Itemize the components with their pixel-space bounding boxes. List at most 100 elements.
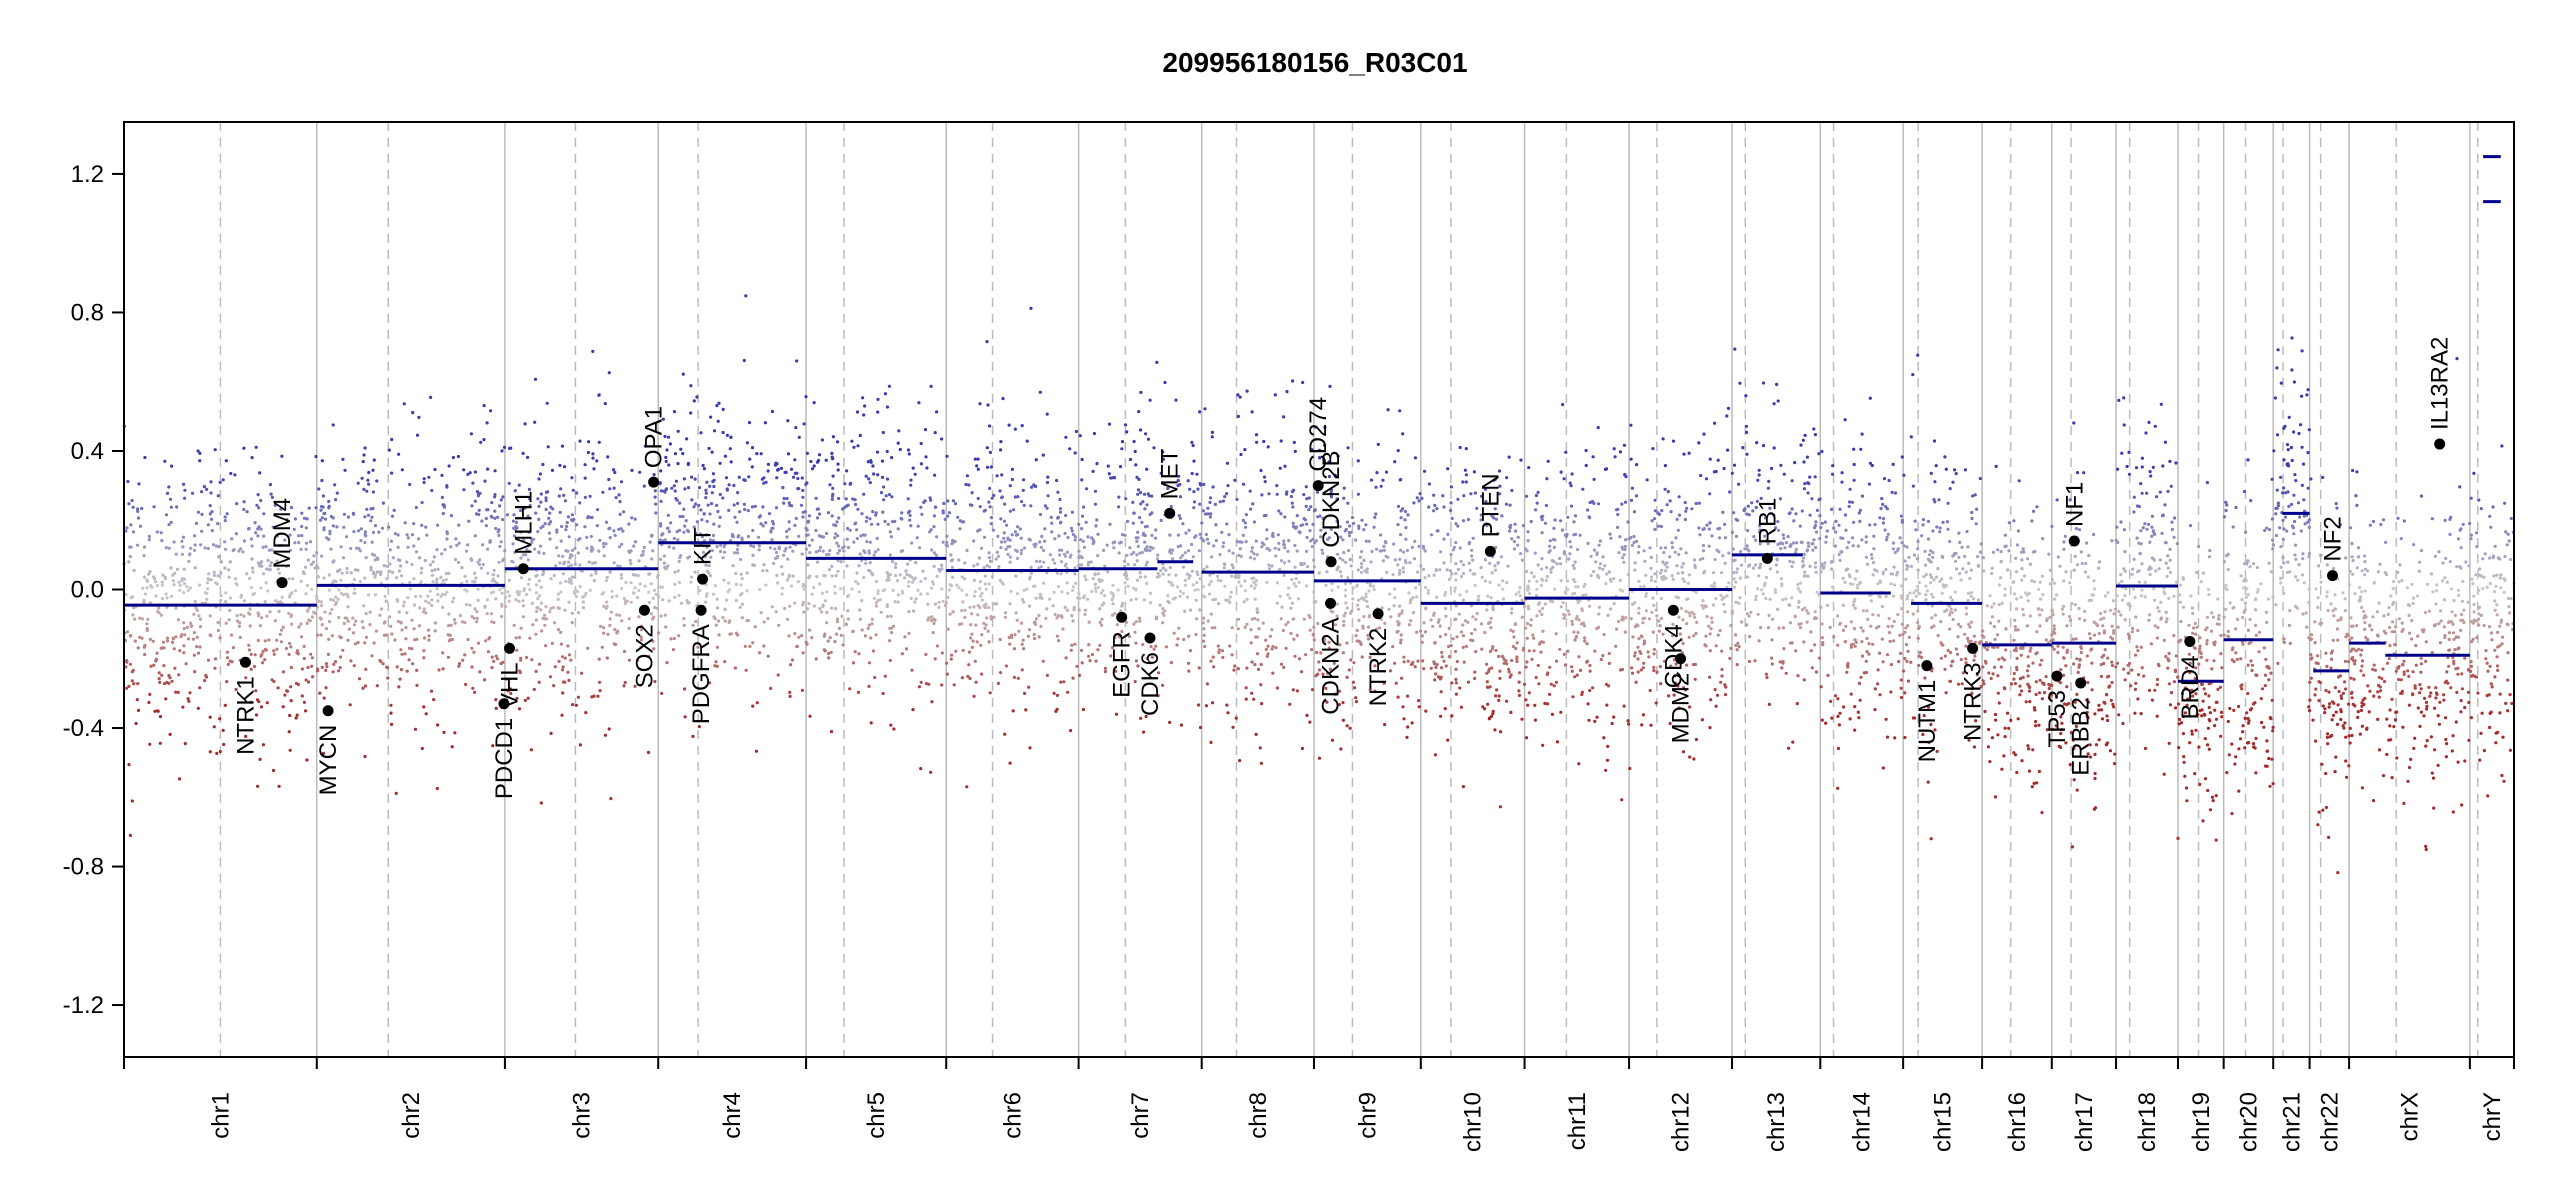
probe-point [1716, 458, 1720, 462]
probe-point [1592, 548, 1596, 552]
probe-point [1336, 565, 1340, 569]
probe-point [836, 462, 840, 466]
probe-point [539, 544, 543, 548]
probe-point [509, 691, 513, 696]
probe-point [560, 444, 565, 448]
probe-point [171, 636, 175, 640]
probe-point [1176, 637, 1180, 641]
probe-point [1196, 572, 1200, 577]
probe-point [1028, 538, 1032, 542]
probe-point [825, 531, 829, 536]
probe-point [715, 404, 719, 408]
probe-point [435, 587, 439, 591]
probe-point [323, 511, 327, 515]
probe-point [255, 503, 259, 507]
probe-point [639, 638, 644, 642]
probe-point [789, 663, 793, 667]
probe-point [835, 541, 839, 545]
probe-point [130, 670, 134, 674]
probe-point [929, 498, 933, 502]
probe-point [219, 571, 223, 575]
probe-point [380, 526, 385, 530]
probe-point [1329, 490, 1333, 494]
probe-point [1541, 629, 1545, 633]
probe-point [647, 590, 651, 594]
probe-point [1433, 678, 1437, 682]
probe-point [560, 655, 565, 659]
probe-point [1069, 729, 1073, 733]
probe-point [252, 591, 256, 596]
probe-point [734, 631, 739, 635]
probe-point [1362, 598, 1366, 602]
probe-point [642, 484, 646, 488]
probe-point [500, 614, 504, 619]
probe-point [1275, 484, 1279, 488]
probe-point [1440, 655, 1444, 659]
probe-point [863, 404, 867, 408]
probe-point [563, 656, 567, 660]
probe-point [708, 484, 712, 488]
probe-point [193, 566, 197, 570]
probe-point [1713, 557, 1717, 562]
probe-point [1069, 648, 1073, 653]
probe-point [1454, 677, 1458, 682]
probe-point [1671, 622, 1675, 626]
probe-point [1544, 578, 1548, 583]
probe-point [352, 587, 356, 591]
probe-point [1177, 514, 1181, 518]
probe-point [1233, 478, 1237, 482]
probe-point [329, 547, 333, 551]
probe-point [332, 662, 336, 667]
probe-point [951, 499, 956, 503]
probe-point [1003, 540, 1007, 544]
probe-point [331, 670, 335, 674]
probe-point [664, 455, 668, 459]
probe-point [1109, 476, 1113, 480]
probe-point [1291, 505, 1295, 509]
probe-point [659, 522, 663, 526]
probe-point [1656, 511, 1660, 515]
probe-point [1264, 513, 1268, 518]
probe-point [1166, 486, 1170, 490]
probe-point [605, 656, 609, 660]
probe-point [300, 534, 304, 538]
probe-point [271, 768, 276, 773]
probe-point [157, 671, 161, 675]
probe-point [1533, 551, 1537, 555]
probe-point [1146, 437, 1151, 441]
probe-point [349, 546, 353, 551]
probe-point [1723, 561, 1727, 565]
probe-point [1244, 686, 1248, 690]
probe-point [1499, 555, 1503, 559]
probe-point [333, 602, 337, 607]
probe-point [1259, 662, 1263, 667]
probe-point [528, 504, 532, 508]
probe-point [678, 556, 682, 560]
probe-point [793, 458, 797, 462]
probe-point [776, 468, 780, 472]
probe-point [136, 509, 140, 513]
probe-point [1107, 472, 1111, 476]
probe-point [1417, 499, 1421, 503]
probe-point [316, 575, 320, 579]
probe-point [660, 691, 664, 696]
probe-point [1100, 603, 1104, 607]
probe-point [566, 515, 571, 519]
probe-point [869, 721, 873, 725]
probe-point [1360, 518, 1364, 522]
probe-point [1255, 635, 1259, 639]
probe-point [1376, 442, 1380, 446]
probe-point [738, 605, 742, 609]
probe-point [747, 475, 751, 479]
probe-point [987, 500, 991, 504]
probe-point [181, 535, 186, 539]
probe-point [652, 588, 657, 593]
probe-point [1526, 604, 1530, 608]
probe-point [1349, 564, 1353, 568]
probe-point [1540, 577, 1544, 581]
probe-point [907, 610, 911, 614]
probe-point [1402, 660, 1406, 664]
probe-point [1606, 613, 1610, 618]
probe-point [405, 669, 409, 673]
probe-point [1702, 432, 1706, 436]
